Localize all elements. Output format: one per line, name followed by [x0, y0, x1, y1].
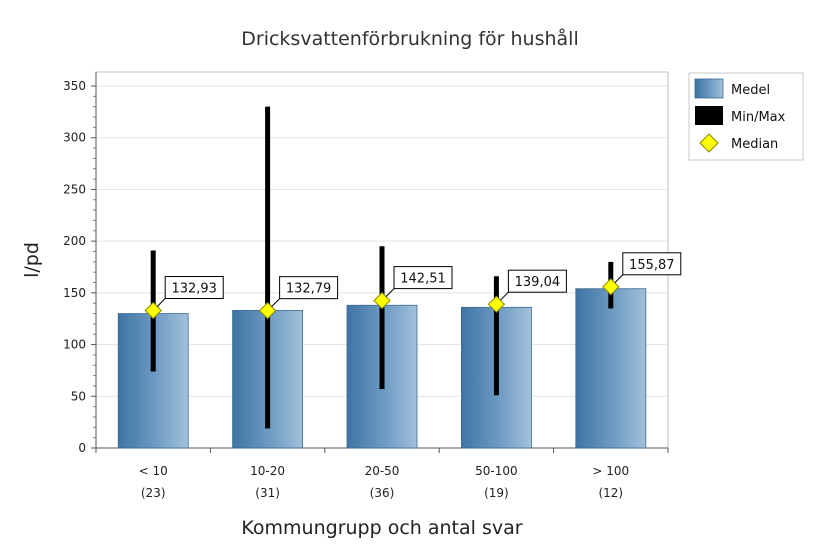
data-label: 139,04 [515, 275, 561, 290]
x-tick-label: 20-50 [365, 464, 400, 478]
legend-label-median: Median [731, 137, 778, 152]
y-axis-title: l/pd [21, 242, 43, 278]
legend-swatch-minmax [695, 106, 723, 125]
data-label-box [393, 266, 453, 290]
data-label: 142,51 [400, 272, 446, 287]
minmax-series [150, 106, 614, 429]
y-tick-label: 150 [63, 286, 86, 300]
data-label-leader [614, 274, 624, 284]
data-label-leader [271, 298, 280, 308]
y-tick-label: 250 [63, 182, 86, 196]
x-tick-count: (19) [484, 486, 509, 500]
bar [575, 288, 647, 449]
data-label-box [279, 276, 339, 300]
data-label-box [622, 252, 682, 276]
data-label-box [164, 276, 224, 300]
data-label: 132,79 [286, 282, 332, 297]
x-axis-title: Kommungrupp och antal svar [241, 517, 522, 539]
chart-title: Dricksvattenförbrukning för hushåll [241, 27, 578, 50]
y-tick-label: 0 [78, 441, 86, 455]
data-label-leader [156, 298, 166, 307]
x-tick-count: (23) [141, 486, 166, 500]
x-tick-label: 50-100 [475, 464, 518, 478]
x-tick-count: (12) [598, 486, 623, 500]
x-tick-label: > 100 [592, 464, 629, 478]
y-axis: 0 50 100 150 200 250 300 350 [63, 72, 97, 455]
data-label-leader [500, 291, 509, 301]
legend: Medel Min/Max Median [688, 72, 804, 161]
y-tick-label: 300 [63, 131, 86, 145]
y-tick-label: 200 [63, 234, 86, 248]
x-tick-label: < 10 [139, 464, 168, 478]
legend-swatch-median [699, 133, 719, 153]
y-tick-label: 350 [63, 79, 86, 93]
data-label-leader [385, 288, 395, 297]
legend-label-minmax: Min/Max [731, 110, 786, 125]
x-tick-count: (36) [370, 486, 395, 500]
gridlines [96, 85, 668, 397]
x-tick-count: (31) [255, 486, 280, 500]
data-label-box [507, 269, 567, 293]
data-label: 155,87 [629, 258, 675, 273]
data-labels: 132,93 132,79 142,51 139,04 155,87 [156, 252, 682, 308]
legend-swatch-medel [694, 78, 724, 99]
x-tick-label: 10-20 [250, 464, 285, 478]
y-tick-label: 50 [71, 389, 86, 403]
data-label: 132,93 [171, 282, 217, 297]
legend-label-medel: Medel [731, 83, 770, 98]
x-axis: < 10 (23) 10-20 (31) 20-50 (36) 50-100 (19) > 10… [95, 447, 669, 500]
y-tick-label: 100 [63, 338, 86, 352]
